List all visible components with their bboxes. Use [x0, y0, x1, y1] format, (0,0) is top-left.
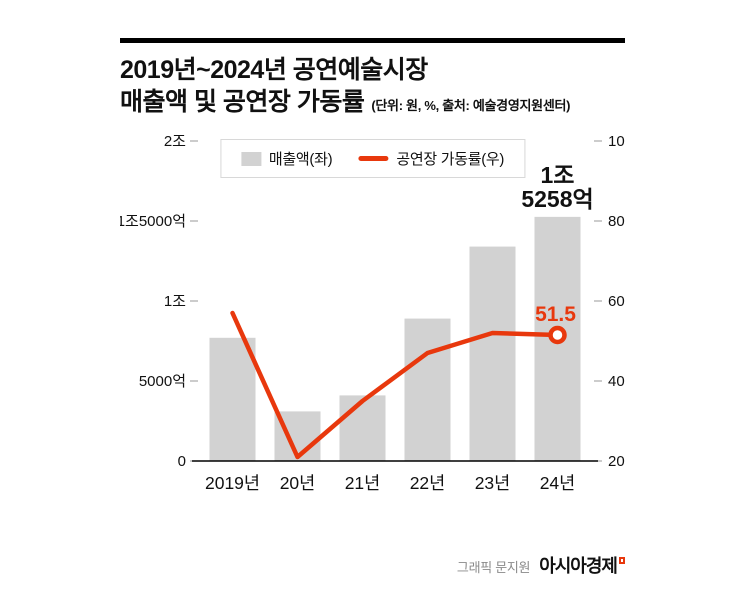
left-axis-tick-label: 1조5000억 [120, 213, 186, 230]
title-block: 2019년~2024년 공연예술시장 매출액 및 공연장 가동률 (단위: 원,… [120, 54, 625, 118]
legend-item-revenue: 매출액(좌) [240, 148, 333, 169]
x-axis-label: 23년 [475, 473, 511, 493]
revenue-bar [339, 395, 386, 461]
right-axis-tick-label: 20 [608, 453, 625, 470]
left-axis-tick-label: 1조 [164, 293, 186, 310]
top-rule [120, 38, 625, 43]
brand-logo: 아시아경제 [539, 552, 625, 578]
chart-title-line2: 매출액 및 공연장 가동률 [120, 88, 365, 116]
utilization-line [230, 310, 560, 460]
x-axis-label: 24년 [540, 473, 576, 493]
legend-item-utilization: 공연장 가동률(우) [358, 148, 504, 169]
x-axis-label: 22년 [410, 473, 446, 493]
right-axis-tick-label: 100 [608, 133, 625, 150]
brand-mark-icon [619, 557, 625, 564]
legend-label-utilization: 공연장 가동률(우) [396, 151, 505, 168]
left-axis-tick-label: 2조 [164, 133, 186, 150]
footer: 그래픽 문지원 아시아경제 [120, 552, 625, 578]
last-point-value-label: 51.5 [535, 303, 576, 326]
x-axis-label: 2019년 [205, 473, 260, 493]
right-axis-tick-label: 80 [608, 213, 625, 230]
x-axis-label: 21년 [345, 473, 381, 493]
revenue-bar [469, 246, 516, 461]
chart: 2조1조5000억1조5000억0100806040202019년20년21년2… [117, 126, 633, 526]
line-swatch-icon [358, 156, 389, 161]
last-bar-annotation-line2: 5258억 [521, 186, 593, 212]
right-axis-tick-label: 40 [608, 373, 625, 390]
left-axis-tick-label: 0 [178, 453, 186, 470]
revenue-bar [404, 318, 451, 461]
left-axis-tick-label: 5000억 [139, 373, 186, 390]
x-axis-label: 20년 [280, 473, 316, 493]
last-bar-annotation-line1: 1조 [541, 162, 575, 188]
content: 2019년~2024년 공연예술시장 매출액 및 공연장 가동률 (단위: 원,… [117, 38, 633, 578]
chart-svg: 2조1조5000억1조5000억0100806040202019년20년21년2… [117, 133, 633, 493]
graphic-credit: 그래픽 문지원 [456, 560, 531, 575]
chart-title-line1: 2019년~2024년 공연예술시장 [120, 56, 428, 84]
legend-label-revenue: 매출액(좌) [268, 151, 333, 168]
bar-swatch-icon [240, 151, 261, 166]
chart-subtitle: (단위: 원, %, 출처: 예술경영지원센터) [371, 98, 571, 113]
revenue-bar [209, 337, 256, 461]
chart-legend: 매출액(좌) 공연장 가동률(우) [219, 139, 526, 178]
last-point-marker-icon [548, 325, 567, 345]
right-axis-tick-label: 60 [608, 293, 625, 310]
